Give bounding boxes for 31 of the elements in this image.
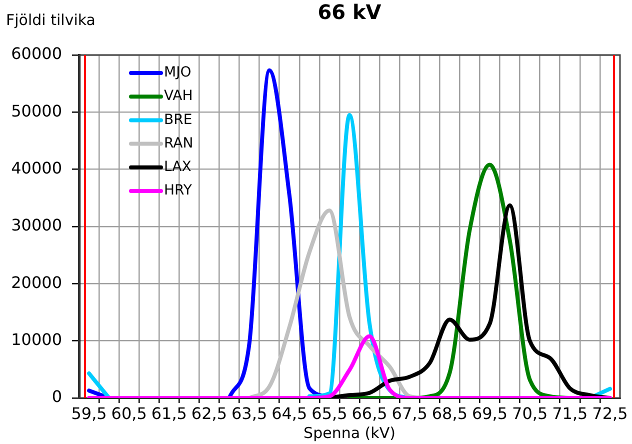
legend-label: BRE: [164, 112, 192, 128]
x-tick-label: 63,5: [232, 404, 268, 423]
y-tick-label: 0: [52, 387, 62, 406]
x-tick-label: 67,5: [392, 404, 428, 423]
x-tick-label: 68,5: [432, 404, 468, 423]
x-tick-label: 59,5: [71, 404, 107, 423]
x-tick-label: 70,5: [512, 404, 548, 423]
x-tick-label: 60,5: [111, 404, 147, 423]
x-tick-label: 64,5: [272, 404, 308, 423]
line-series: [87, 334, 612, 398]
x-tick-label: 61,5: [151, 404, 187, 423]
legend-label: RAN: [164, 135, 194, 152]
legend-label: MJO: [164, 64, 192, 81]
y-tick-label: 30000: [11, 216, 62, 235]
y-tick-label: 20000: [11, 272, 62, 292]
y-tick-label: 60000: [11, 44, 62, 64]
legend-label: LAX: [164, 159, 192, 176]
x-tick-label: 71,5: [552, 404, 588, 423]
y-axis-title: Fjöldi tilvika: [6, 11, 96, 29]
x-tick-label: 72,5: [592, 404, 628, 423]
y-tick-label: 50000: [11, 101, 62, 120]
x-tick-label: 65,5: [312, 404, 348, 423]
legend-label: HRY: [164, 182, 192, 199]
x-tick-label: 66,5: [352, 404, 388, 423]
x-tick-label: 62,5: [191, 404, 228, 423]
legend-label: VAH: [164, 88, 193, 104]
y-tick-label: 40000: [11, 158, 62, 178]
y-tick-label: 10000: [11, 330, 62, 349]
x-axis-title: Spenna (kV): [304, 424, 396, 442]
x-tick-label: 69,5: [472, 404, 508, 423]
chart-title: 66 kV: [318, 0, 382, 24]
